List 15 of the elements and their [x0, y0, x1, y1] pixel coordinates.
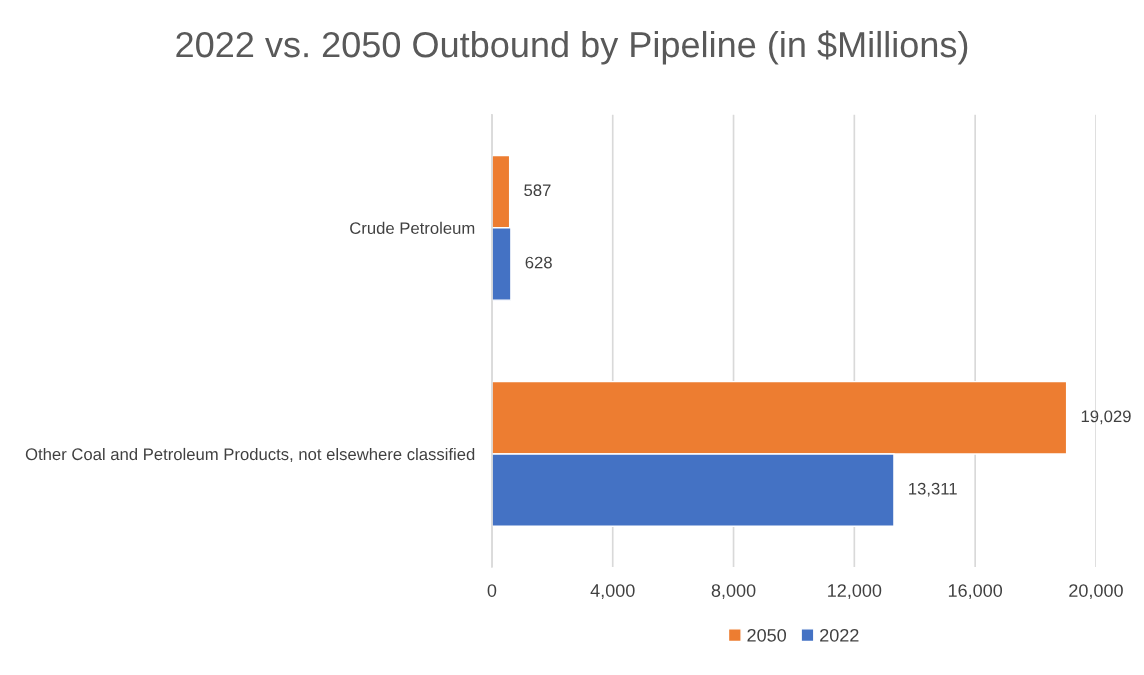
x-tick-label: 16,000 — [948, 584, 1003, 600]
legend-label: 2050 — [747, 628, 787, 642]
x-tick-label: 8,000 — [711, 584, 756, 600]
data-label: 13,311 — [909, 482, 957, 497]
x-tick-label: 12,000 — [828, 584, 882, 600]
x-tick-label: 0 — [487, 584, 497, 597]
x-tick-label: 4,000 — [590, 584, 635, 600]
y-tick-label: Crude Petroleum — [350, 221, 475, 235]
x-tick-label: 20,000 — [1069, 584, 1123, 600]
data-label: 628 — [525, 256, 552, 269]
data-label: 587 — [524, 184, 551, 197]
legend-label: 2022 — [820, 628, 859, 642]
chart-title: 2022 vs. 2050 Outbound by Pipeline (in $Millions) — [176, 30, 968, 65]
y-tick-label: Other Coal and Petroleum Products, not elsewhere classified — [25, 447, 475, 463]
data-label: 19,029 — [1081, 410, 1131, 425]
